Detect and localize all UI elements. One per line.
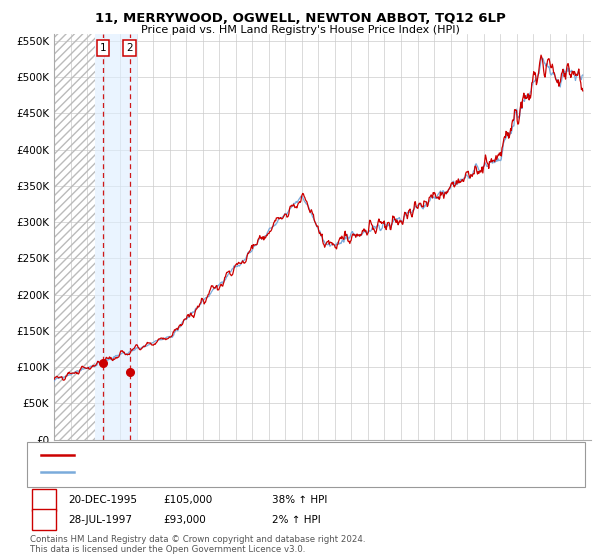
Text: £105,000: £105,000	[164, 495, 213, 505]
Text: 2: 2	[40, 515, 47, 525]
Text: Price paid vs. HM Land Registry's House Price Index (HPI): Price paid vs. HM Land Registry's House …	[140, 25, 460, 35]
Text: 28-JUL-1997: 28-JUL-1997	[68, 515, 132, 525]
Text: Contains HM Land Registry data © Crown copyright and database right 2024.: Contains HM Land Registry data © Crown c…	[30, 535, 365, 544]
Text: 1: 1	[100, 43, 106, 53]
Text: HPI: Average price, detached house, Teignbridge: HPI: Average price, detached house, Teig…	[81, 466, 319, 477]
Text: 11, MERRYWOOD, OGWELL, NEWTON ABBOT, TQ12 6LP: 11, MERRYWOOD, OGWELL, NEWTON ABBOT, TQ1…	[95, 12, 505, 25]
Bar	[54, 34, 95, 440]
Text: This data is licensed under the Open Government Licence v3.0.: This data is licensed under the Open Gov…	[30, 545, 305, 554]
Text: 20-DEC-1995: 20-DEC-1995	[68, 495, 137, 505]
Text: 11, MERRYWOOD, OGWELL, NEWTON ABBOT, TQ12 6LP (detached house): 11, MERRYWOOD, OGWELL, NEWTON ABBOT, TQ1…	[81, 450, 443, 460]
Text: 2% ↑ HPI: 2% ↑ HPI	[272, 515, 320, 525]
Text: 2: 2	[126, 43, 133, 53]
Text: £93,000: £93,000	[164, 515, 206, 525]
Bar	[95, 34, 138, 440]
Text: 1: 1	[40, 495, 47, 505]
Text: 38% ↑ HPI: 38% ↑ HPI	[272, 495, 327, 505]
